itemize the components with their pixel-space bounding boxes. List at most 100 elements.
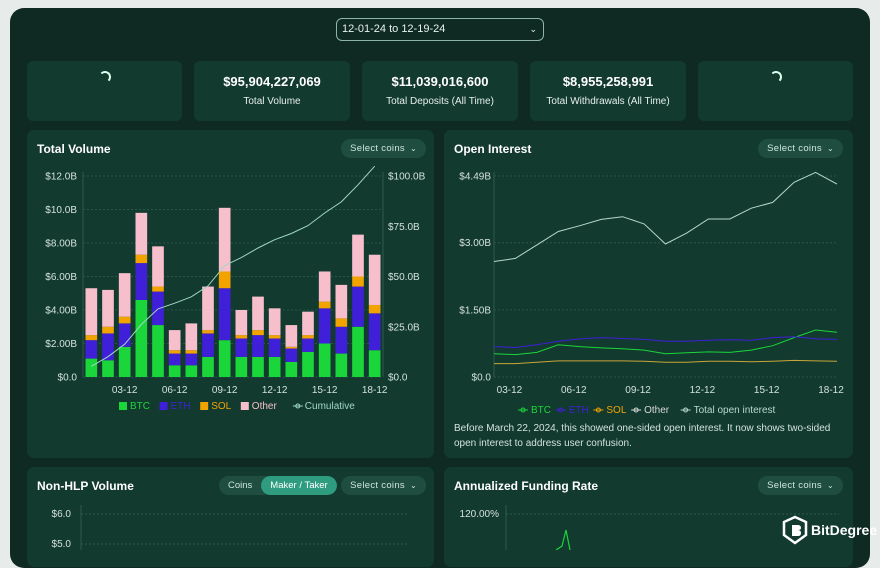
bar-eth — [302, 338, 314, 352]
y-tick-label: $4.49B — [459, 172, 491, 183]
bar-sol — [252, 330, 264, 336]
legend-label: BTC — [130, 401, 150, 412]
y2-tick-label: $0.0 — [388, 373, 408, 384]
bitdegree-logo-icon — [782, 515, 808, 545]
bar-other — [235, 310, 248, 336]
stat-value: $11,039,016,600 — [391, 74, 489, 89]
bar-sol — [135, 254, 148, 264]
y2-tick-label: $75.0B — [388, 222, 420, 233]
legend-label: Other — [252, 401, 278, 412]
bar-btc — [152, 325, 164, 377]
bar-sol — [118, 316, 131, 324]
x-tick-label: 06-12 — [561, 385, 587, 396]
bar-btc — [185, 365, 198, 377]
bar-sol — [202, 330, 214, 334]
bar-eth — [335, 326, 348, 354]
loading-spinner-icon — [98, 71, 111, 83]
bar-other — [252, 296, 264, 331]
bar-eth — [268, 338, 281, 357]
bar-btc — [202, 356, 214, 377]
y-tick-label: $1.50B — [459, 305, 491, 316]
open-interest-chart: $0.0 $1.50B $3.00B $4.49B 03-12 06-12 09-12 12-… — [459, 172, 844, 417]
x-tick-label: 18-12 — [362, 385, 388, 396]
y-tick-label: $0.0 — [58, 373, 78, 384]
stat-card-loading-1 — [27, 61, 182, 121]
bar-other — [202, 286, 214, 331]
x-tick-label: 15-12 — [312, 385, 338, 396]
series-line-eth — [493, 336, 838, 349]
bar-other — [302, 311, 314, 336]
select-coins-button[interactable]: Select coins ⌄ — [758, 476, 843, 495]
y-tick-label: 120.00% — [460, 509, 500, 520]
x-tick-label: 06-12 — [162, 385, 188, 396]
stat-card-total-volume: $95,904,227,069 Total Volume — [194, 61, 350, 121]
legend-label: Cumulative — [305, 401, 355, 412]
bar-other — [152, 246, 164, 287]
bar-other — [318, 271, 331, 302]
x-tick-label: 18-12 — [818, 385, 844, 396]
cumulative-line — [91, 165, 376, 367]
y2-tick-label: $100.0B — [388, 172, 426, 183]
bar-eth — [85, 340, 98, 359]
x-tick-label: 09-12 — [625, 385, 651, 396]
btc-funding-line — [555, 529, 571, 550]
bar-other — [102, 289, 114, 327]
bar-eth — [235, 338, 248, 357]
bar-other — [118, 273, 131, 317]
bar-eth — [285, 348, 298, 362]
y2-tick-label: $25.0B — [388, 322, 420, 333]
toggle-maker-taker[interactable]: Maker / Taker — [261, 476, 337, 495]
non-hlp-volume-chart: $6.0 $5.0 — [52, 505, 407, 550]
bar-eth — [318, 308, 331, 344]
bar-other — [85, 288, 98, 336]
date-range-select[interactable]: 12-01-24 to 12-19-24 ⌄ — [336, 18, 544, 41]
legend-swatch-sol — [200, 402, 209, 410]
toggle-coins[interactable]: Coins — [228, 480, 253, 491]
y-tick-label: $4.00B — [45, 306, 77, 317]
y-tick-label: $6.00B — [45, 272, 77, 283]
select-coins-button[interactable]: Select coins ⌄ — [341, 139, 426, 158]
bar-eth — [352, 286, 364, 327]
legend-label: ETH — [171, 401, 191, 412]
stat-label: Total Withdrawals (All Time) — [546, 96, 670, 107]
bar-btc — [352, 326, 364, 377]
bar-btc — [318, 343, 331, 377]
y-tick-label: $0.0 — [472, 373, 492, 384]
y2-tick-label: $50.0B — [388, 272, 420, 283]
legend-swatch-other — [240, 402, 249, 410]
bar-eth — [252, 335, 264, 357]
watermark-text: BitDegree — [811, 522, 878, 538]
open-interest-note: Before March 22, 2024, this showed one-s… — [454, 423, 831, 449]
legend-label: Other — [644, 405, 670, 416]
bar-btc — [368, 350, 381, 377]
bar-eth — [102, 333, 114, 361]
y-tick-label: $8.00B — [45, 239, 77, 250]
select-coins-button[interactable]: Select coins ⌄ — [341, 476, 426, 495]
stat-card-loading-2 — [698, 61, 853, 121]
bar-eth — [202, 333, 214, 357]
select-coins-label: Select coins — [350, 143, 405, 154]
bar-btc — [302, 351, 314, 377]
chevron-down-icon: ⌄ — [409, 144, 417, 153]
series-line-sol — [494, 359, 838, 365]
bar-sol — [185, 350, 198, 354]
legend-label: Total open interest — [694, 405, 776, 416]
x-tick-label: 03-12 — [497, 385, 523, 396]
select-coins-button[interactable]: Select coins ⌄ — [758, 139, 843, 158]
bar-other — [168, 330, 181, 351]
select-coins-label: Select coins — [767, 480, 822, 491]
legend-marker — [595, 407, 601, 413]
stat-label: Total Deposits (All Time) — [386, 96, 494, 107]
bar-sol — [352, 276, 364, 287]
open-interest-panel: Open Interest Select coins ⌄ — [444, 130, 853, 458]
panel-title: Non-HLP Volume — [37, 479, 134, 493]
legend-marker — [633, 407, 639, 413]
x-tick-label: 09-12 — [212, 385, 238, 396]
bar-eth — [185, 353, 198, 366]
bar-other — [185, 323, 198, 351]
stat-value: $95,904,227,069 — [223, 74, 321, 89]
panel-title: Total Volume — [37, 142, 111, 156]
bar-eth — [135, 263, 148, 300]
select-coins-label: Select coins — [767, 143, 822, 154]
y-tick-label: $12.0B — [45, 172, 77, 183]
